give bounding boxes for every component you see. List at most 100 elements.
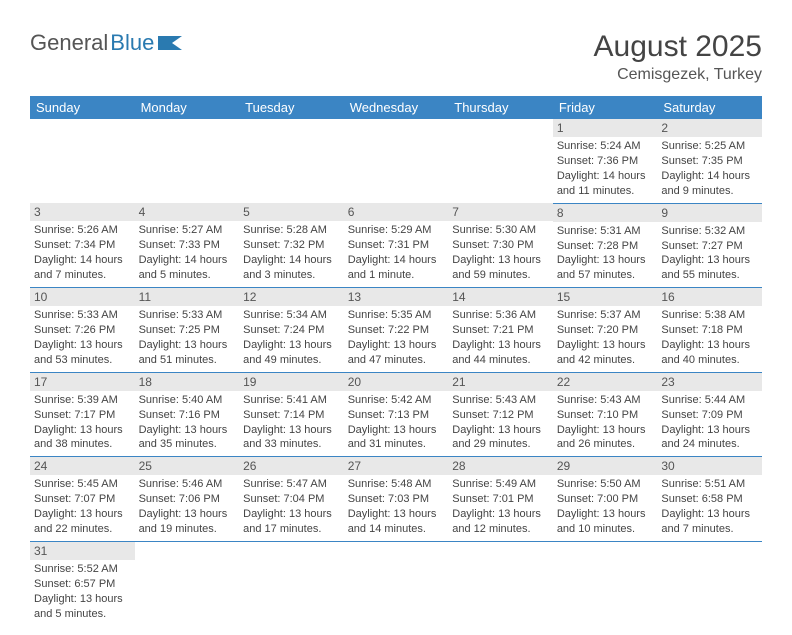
sunrise-line: Sunrise: 5:26 AM xyxy=(34,223,131,238)
weekday-header: Thursday xyxy=(448,96,553,119)
day-number: 28 xyxy=(448,457,553,475)
sunrise-line: Sunrise: 5:41 AM xyxy=(243,393,340,408)
daylight-line: Daylight: 13 hours and 42 minutes. xyxy=(557,338,654,368)
daylight-line: Daylight: 14 hours and 9 minutes. xyxy=(661,169,758,199)
calendar-cell xyxy=(657,541,762,625)
calendar-cell: 8Sunrise: 5:31 AMSunset: 7:28 PMDaylight… xyxy=(553,203,658,288)
day-number: 4 xyxy=(135,203,240,221)
day-number: 30 xyxy=(657,457,762,475)
day-number: 29 xyxy=(553,457,658,475)
logo: GeneralBlue xyxy=(30,30,184,56)
sunrise-line: Sunrise: 5:51 AM xyxy=(661,477,758,492)
sunset-line: Sunset: 7:32 PM xyxy=(243,238,340,253)
day-number: 16 xyxy=(657,288,762,306)
calendar-table: Sunday Monday Tuesday Wednesday Thursday… xyxy=(30,96,762,625)
sunset-line: Sunset: 7:07 PM xyxy=(34,492,131,507)
calendar-cell xyxy=(448,119,553,203)
daylight-line: Daylight: 14 hours and 7 minutes. xyxy=(34,253,131,283)
sunrise-line: Sunrise: 5:43 AM xyxy=(452,393,549,408)
sunrise-line: Sunrise: 5:25 AM xyxy=(661,139,758,154)
daylight-line: Daylight: 14 hours and 11 minutes. xyxy=(557,169,654,199)
weekday-header-row: Sunday Monday Tuesday Wednesday Thursday… xyxy=(30,96,762,119)
calendar-cell: 3Sunrise: 5:26 AMSunset: 7:34 PMDaylight… xyxy=(30,203,135,288)
logo-text-1: General xyxy=(30,30,108,56)
day-number: 14 xyxy=(448,288,553,306)
calendar-cell: 29Sunrise: 5:50 AMSunset: 7:00 PMDayligh… xyxy=(553,457,658,542)
daylight-line: Daylight: 13 hours and 59 minutes. xyxy=(452,253,549,283)
day-number: 2 xyxy=(657,119,762,137)
day-number: 24 xyxy=(30,457,135,475)
calendar-row: 17Sunrise: 5:39 AMSunset: 7:17 PMDayligh… xyxy=(30,372,762,457)
day-number: 15 xyxy=(553,288,658,306)
sunrise-line: Sunrise: 5:42 AM xyxy=(348,393,445,408)
day-number: 7 xyxy=(448,203,553,221)
day-number: 31 xyxy=(30,542,135,560)
daylight-line: Daylight: 13 hours and 29 minutes. xyxy=(452,423,549,453)
daylight-line: Daylight: 13 hours and 24 minutes. xyxy=(661,423,758,453)
sunset-line: Sunset: 7:01 PM xyxy=(452,492,549,507)
sunset-line: Sunset: 6:57 PM xyxy=(34,577,131,592)
calendar-row: 3Sunrise: 5:26 AMSunset: 7:34 PMDaylight… xyxy=(30,203,762,288)
logo-flag-icon xyxy=(158,34,184,52)
day-number: 13 xyxy=(344,288,449,306)
daylight-line: Daylight: 13 hours and 35 minutes. xyxy=(139,423,236,453)
calendar-row: 10Sunrise: 5:33 AMSunset: 7:26 PMDayligh… xyxy=(30,288,762,373)
calendar-cell xyxy=(135,119,240,203)
sunset-line: Sunset: 7:10 PM xyxy=(557,408,654,423)
daylight-line: Daylight: 13 hours and 14 minutes. xyxy=(348,507,445,537)
sunrise-line: Sunrise: 5:33 AM xyxy=(139,308,236,323)
daylight-line: Daylight: 13 hours and 7 minutes. xyxy=(661,507,758,537)
sunset-line: Sunset: 7:27 PM xyxy=(661,239,758,254)
calendar-cell: 27Sunrise: 5:48 AMSunset: 7:03 PMDayligh… xyxy=(344,457,449,542)
daylight-line: Daylight: 13 hours and 17 minutes. xyxy=(243,507,340,537)
day-number: 25 xyxy=(135,457,240,475)
title-block: August 2025 Cemisgezek, Turkey xyxy=(594,30,762,84)
sunset-line: Sunset: 7:16 PM xyxy=(139,408,236,423)
sunrise-line: Sunrise: 5:30 AM xyxy=(452,223,549,238)
calendar-cell: 15 Sunrise: 5:37 AMSunset: 7:20 PMDayligh… xyxy=(553,288,658,373)
calendar-cell: 23Sunrise: 5:44 AMSunset: 7:09 PMDayligh… xyxy=(657,372,762,457)
calendar-cell: 28Sunrise: 5:49 AMSunset: 7:01 PMDayligh… xyxy=(448,457,553,542)
sunrise-line: Sunrise: 5:39 AM xyxy=(34,393,131,408)
sunset-line: Sunset: 7:25 PM xyxy=(139,323,236,338)
calendar-cell: 25Sunrise: 5:46 AMSunset: 7:06 PMDayligh… xyxy=(135,457,240,542)
weekday-header: Tuesday xyxy=(239,96,344,119)
sunset-line: Sunset: 7:13 PM xyxy=(348,408,445,423)
sunset-line: Sunset: 7:34 PM xyxy=(34,238,131,253)
day-number: 6 xyxy=(344,203,449,221)
day-number: 19 xyxy=(239,373,344,391)
sunset-line: Sunset: 7:06 PM xyxy=(139,492,236,507)
sunset-line: Sunset: 7:36 PM xyxy=(557,154,654,169)
weekday-header: Friday xyxy=(553,96,658,119)
sunrise-line: Sunrise: 5:38 AM xyxy=(661,308,758,323)
day-number: 12 xyxy=(239,288,344,306)
sunrise-line: Sunrise: 5:37 AM xyxy=(557,308,654,323)
sunset-line: Sunset: 7:03 PM xyxy=(348,492,445,507)
sunrise-line: Sunrise: 5:52 AM xyxy=(34,562,131,577)
day-number: 27 xyxy=(344,457,449,475)
sunrise-line: Sunrise: 5:49 AM xyxy=(452,477,549,492)
sunrise-line: Sunrise: 5:36 AM xyxy=(452,308,549,323)
sunset-line: Sunset: 7:22 PM xyxy=(348,323,445,338)
calendar-cell: 6Sunrise: 5:29 AMSunset: 7:31 PMDaylight… xyxy=(344,203,449,288)
calendar-cell: 20Sunrise: 5:42 AMSunset: 7:13 PMDayligh… xyxy=(344,372,449,457)
calendar-cell: 13Sunrise: 5:35 AMSunset: 7:22 PMDayligh… xyxy=(344,288,449,373)
sunset-line: Sunset: 6:58 PM xyxy=(661,492,758,507)
sunset-line: Sunset: 7:20 PM xyxy=(557,323,654,338)
daylight-line: Daylight: 13 hours and 44 minutes. xyxy=(452,338,549,368)
daylight-line: Daylight: 13 hours and 5 minutes. xyxy=(34,592,131,622)
daylight-line: Daylight: 14 hours and 1 minute. xyxy=(348,253,445,283)
sunrise-line: Sunrise: 5:44 AM xyxy=(661,393,758,408)
calendar-row: 31 Sunrise: 5:52 AMSunset: 6:57 PMDayligh… xyxy=(30,541,762,625)
daylight-line: Daylight: 13 hours and 31 minutes. xyxy=(348,423,445,453)
calendar-cell: 14Sunrise: 5:36 AMSunset: 7:21 PMDayligh… xyxy=(448,288,553,373)
daylight-line: Daylight: 13 hours and 47 minutes. xyxy=(348,338,445,368)
sunrise-line: Sunrise: 5:43 AM xyxy=(557,393,654,408)
calendar-cell: 21Sunrise: 5:43 AMSunset: 7:12 PMDayligh… xyxy=(448,372,553,457)
sunset-line: Sunset: 7:28 PM xyxy=(557,239,654,254)
sunrise-line: Sunrise: 5:24 AM xyxy=(557,139,654,154)
sunset-line: Sunset: 7:33 PM xyxy=(139,238,236,253)
sunrise-line: Sunrise: 5:32 AM xyxy=(661,224,758,239)
day-number: 23 xyxy=(657,373,762,391)
calendar-cell: 22Sunrise: 5:43 AMSunset: 7:10 PMDayligh… xyxy=(553,372,658,457)
